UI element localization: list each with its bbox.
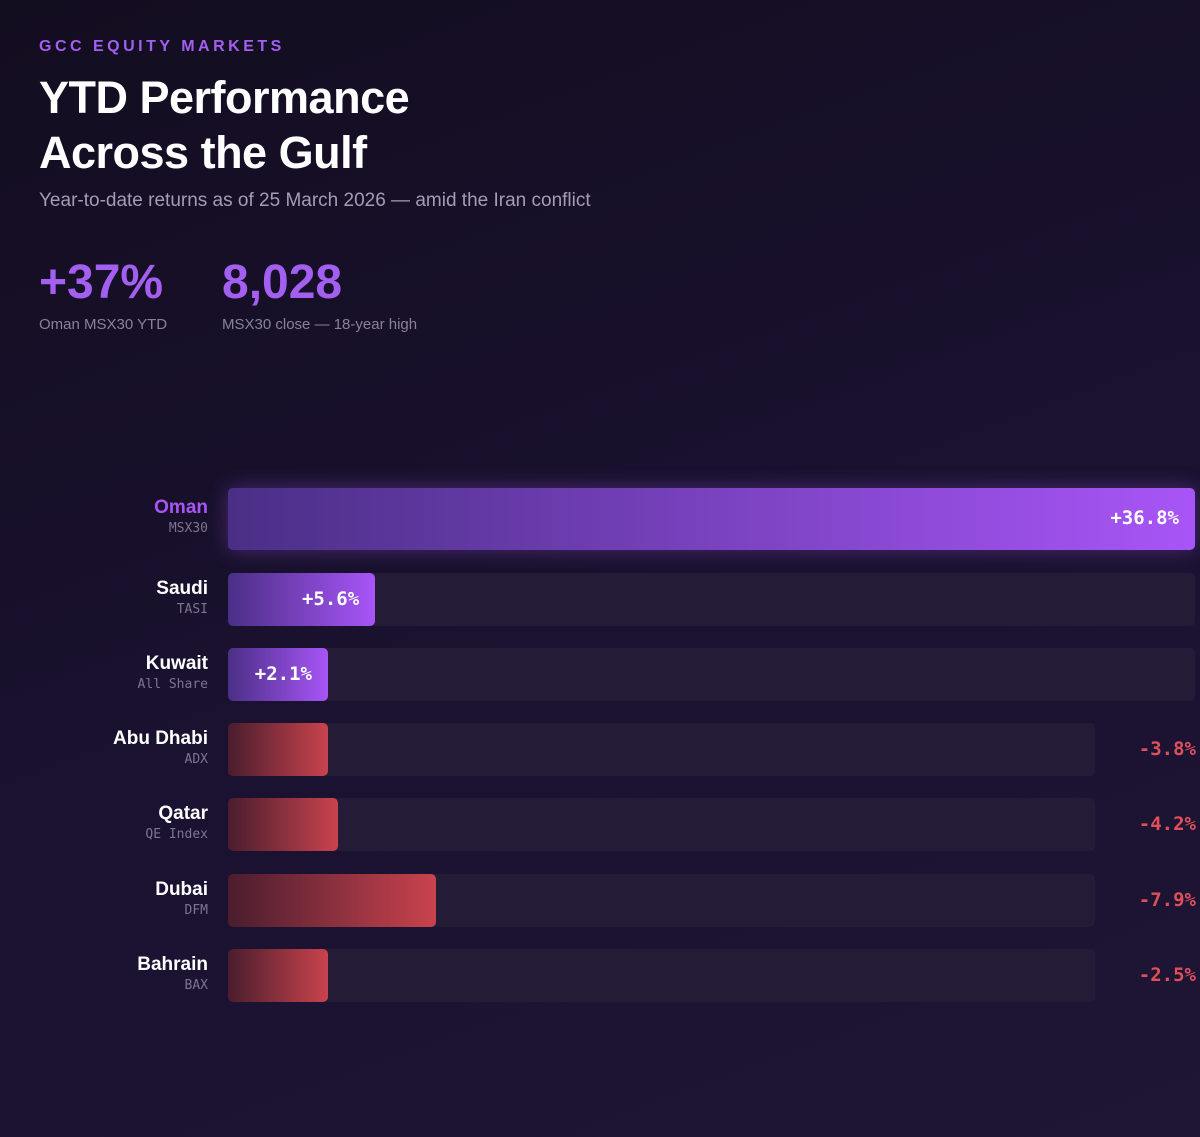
category: Dubai DFM xyxy=(155,879,208,918)
bar-row: Dubai DFM -7.9% xyxy=(0,874,1200,927)
category-label: Kuwait xyxy=(145,652,208,674)
value-label: +36.8% xyxy=(1110,507,1179,529)
bar xyxy=(228,488,1195,550)
category-label: Oman xyxy=(154,497,208,518)
category: Saudi TASI xyxy=(156,578,208,617)
category-label: Dubai xyxy=(155,878,208,900)
bar xyxy=(228,573,376,626)
index-label: All Share xyxy=(137,676,208,692)
kpi-label: MSX30 close — 18-year high xyxy=(222,316,418,333)
category-label: Saudi xyxy=(156,577,208,599)
bar-row: Saudi TASI +5.6% xyxy=(0,573,1200,626)
category: Qatar QE Index xyxy=(145,803,208,842)
bar-track xyxy=(228,648,1195,701)
title: YTD Performance Across the Gulf xyxy=(39,72,410,178)
category: Bahrain BAX xyxy=(137,954,208,993)
index-label: BAX xyxy=(184,977,208,993)
bar xyxy=(228,723,328,776)
value-label: +2.1% xyxy=(254,662,312,685)
category-label: Bahrain xyxy=(137,953,208,975)
bar-track xyxy=(228,798,1095,851)
bar xyxy=(228,798,339,851)
category: Oman MSX30 xyxy=(154,497,208,536)
bar xyxy=(228,874,436,927)
bar-track xyxy=(228,723,1095,776)
eyebrow: GCC EQUITY MARKETS xyxy=(39,38,285,55)
value-label: -7.9% xyxy=(1138,888,1196,911)
kpi: 8,028 MSX30 close — 18-year high xyxy=(222,255,417,333)
category-label: Abu Dhabi xyxy=(113,727,208,749)
kpi: +37% Oman MSX30 YTD xyxy=(39,255,167,333)
bar-row: Abu Dhabi ADX -3.8% xyxy=(0,723,1200,776)
index-label: QE Index xyxy=(145,826,208,842)
bar-row: Qatar QE Index -4.2% xyxy=(0,798,1200,851)
category: Kuwait All Share xyxy=(138,653,208,692)
bar-row: Kuwait All Share +2.1% xyxy=(0,648,1200,701)
bar xyxy=(228,648,328,701)
value-label: -4.2% xyxy=(1138,812,1196,835)
bar xyxy=(228,949,328,1002)
index-label: TASI xyxy=(176,601,208,617)
bar-track xyxy=(228,573,1195,626)
kpi-label: Oman MSX30 YTD xyxy=(39,316,168,333)
bar-row: Bahrain BAX -2.5% xyxy=(0,949,1200,1002)
category-label: Qatar xyxy=(158,802,208,824)
subtitle: Year-to-date returns as of 25 March 2026… xyxy=(39,190,591,211)
index-label: DFM xyxy=(184,902,208,918)
kpi-value: 8,028 xyxy=(222,256,343,309)
value-label: -3.8% xyxy=(1138,737,1196,760)
category: Abu Dhabi ADX xyxy=(113,728,208,767)
value-label: +5.6% xyxy=(301,587,360,610)
kpi-value: +37% xyxy=(39,256,164,309)
value-label: -2.5% xyxy=(1138,963,1196,986)
bar-track xyxy=(228,949,1095,1002)
index-label: MSX30 xyxy=(168,521,208,536)
bar-row: Oman MSX30 +36.8% xyxy=(0,488,1200,550)
index-label: ADX xyxy=(184,751,208,767)
